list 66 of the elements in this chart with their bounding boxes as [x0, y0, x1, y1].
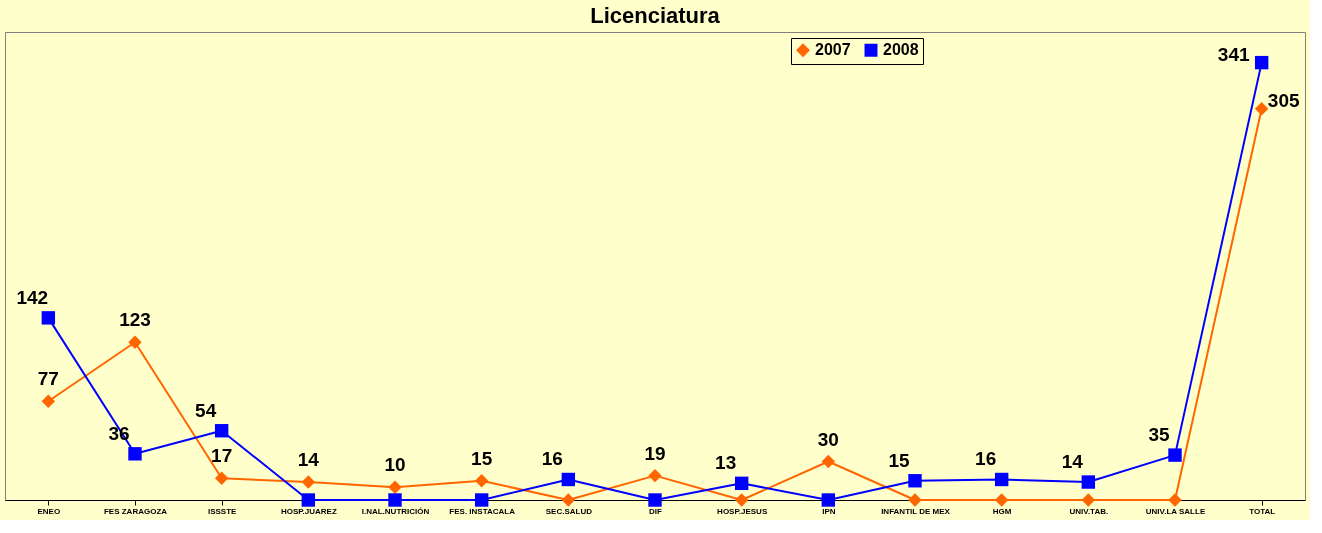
point [1168, 448, 1182, 462]
x-tick-label: ENEO [37, 506, 61, 516]
x-tick-label: I.NAL.NUTRICIÓN [361, 506, 430, 516]
point [301, 493, 316, 507]
legend-label: 2008 [883, 41, 919, 59]
data-label: 123 [119, 309, 151, 331]
point [561, 493, 576, 507]
data-label: 142 [16, 286, 49, 308]
point [474, 474, 489, 488]
data-label: 15 [888, 449, 910, 471]
point [1254, 102, 1269, 116]
point [388, 493, 402, 507]
point [648, 493, 662, 507]
x-tick-label: UNIV.LA SALLE [1145, 506, 1206, 516]
x-tick-label: UNIV.TAB. [1069, 506, 1109, 516]
data-label: 19 [644, 442, 666, 464]
data-label: 13 [715, 452, 737, 474]
point [1168, 493, 1182, 507]
x-tick-label: FES ZARAGOZA [103, 506, 168, 516]
legend-label: 2007 [815, 41, 851, 59]
point [1254, 55, 1269, 70]
point [214, 471, 229, 485]
point [648, 468, 662, 483]
data-label: 14 [297, 449, 320, 471]
data-label: 10 [384, 454, 406, 476]
point [908, 474, 922, 488]
data-label: 14 [1061, 451, 1084, 473]
point [1081, 493, 1096, 507]
data-label: 35 [1148, 424, 1170, 446]
point [41, 394, 56, 408]
data-label: 54 [195, 399, 217, 421]
x-tick-label: INFANTIL DE MEX [881, 506, 951, 516]
point [1081, 475, 1096, 489]
x-tick-label: IPN [822, 506, 836, 516]
point [821, 454, 836, 469]
point [994, 472, 1009, 487]
point [821, 493, 836, 507]
point [128, 335, 142, 349]
x-tick-label: FES. INSTACALA [449, 506, 516, 516]
chart-title: Licenciatura [590, 3, 721, 28]
point [214, 424, 229, 438]
data-label: 16 [541, 448, 563, 470]
point [908, 493, 922, 507]
point [388, 480, 402, 494]
point [734, 493, 749, 507]
point [994, 493, 1009, 507]
point [128, 447, 142, 461]
point [474, 493, 489, 507]
x-tick-label: TOTAL [1249, 506, 1276, 516]
data-label: 305 [1267, 89, 1300, 111]
x-tick-label: HOSP.JUAREZ [280, 506, 337, 516]
x-tick-label: ISSSTE [207, 506, 238, 516]
data-label: 16 [975, 448, 997, 470]
data-label: 15 [471, 447, 493, 469]
x-tick-label: SEC.SALUD [545, 506, 593, 516]
x-tick-label: HGM [992, 506, 1012, 516]
x-tick-label: HOSP.JESUS [717, 506, 768, 516]
point [301, 475, 316, 489]
data-label: 77 [37, 368, 59, 390]
data-label: 17 [211, 445, 233, 467]
data-label: 341 [1217, 43, 1250, 65]
x-tick-label: DIF [649, 506, 663, 516]
point [41, 311, 56, 325]
point [734, 476, 749, 491]
data-label: 30 [817, 428, 839, 450]
point [561, 472, 576, 487]
